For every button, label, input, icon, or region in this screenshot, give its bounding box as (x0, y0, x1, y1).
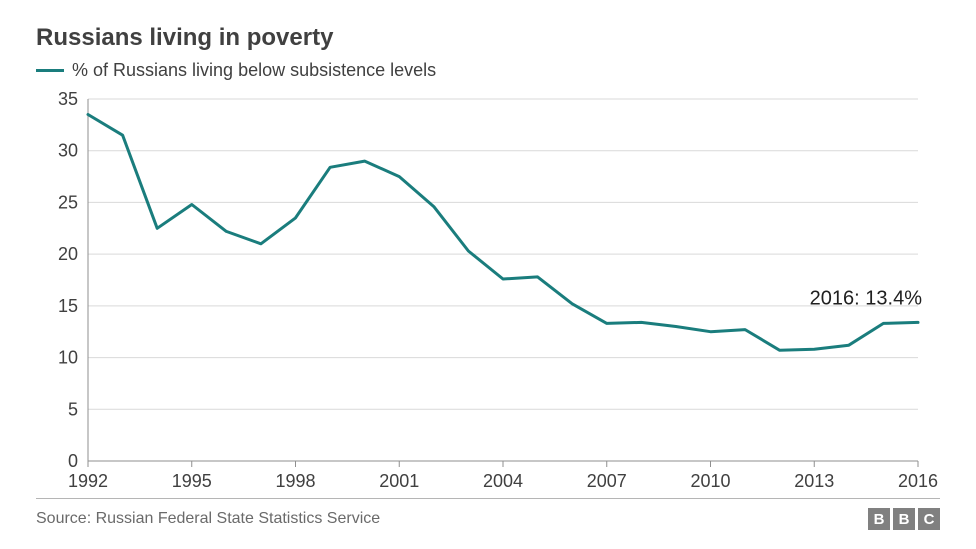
legend: % of Russians living below subsistence l… (36, 60, 940, 81)
svg-text:2016: 13.4%: 2016: 13.4% (810, 287, 923, 309)
bbc-logo-letter: B (893, 508, 915, 530)
svg-text:1998: 1998 (275, 471, 315, 491)
svg-text:10: 10 (58, 348, 78, 368)
bbc-logo-letter: C (918, 508, 940, 530)
svg-text:15: 15 (58, 296, 78, 316)
chart-title: Russians living in poverty (36, 24, 940, 52)
svg-text:2001: 2001 (379, 471, 419, 491)
line-chart-svg: 0 5 10 15 20 25 30 35 1992 1995 1998 2001 2004 2007 20… (36, 89, 940, 509)
legend-label: % of Russians living below subsistence l… (72, 60, 436, 81)
svg-text:5: 5 (68, 399, 78, 419)
svg-text:30: 30 (58, 141, 78, 161)
source-text: Source: Russian Federal State Statistics… (36, 510, 380, 528)
svg-text:2007: 2007 (587, 471, 627, 491)
svg-text:35: 35 (58, 89, 78, 109)
svg-text:1992: 1992 (68, 471, 108, 491)
svg-text:1995: 1995 (172, 471, 212, 491)
bbc-logo: B B C (868, 508, 940, 530)
svg-text:25: 25 (58, 192, 78, 212)
svg-text:2004: 2004 (483, 471, 523, 491)
chart-container: Russians living in poverty % of Russians… (0, 0, 976, 549)
footer-rule (36, 498, 940, 499)
svg-text:20: 20 (58, 244, 78, 264)
bbc-logo-letter: B (868, 508, 890, 530)
svg-text:2016: 2016 (898, 471, 938, 491)
svg-text:0: 0 (68, 451, 78, 471)
plot-area: 0 5 10 15 20 25 30 35 1992 1995 1998 2001 2004 2007 20… (36, 89, 940, 514)
svg-text:2010: 2010 (690, 471, 730, 491)
legend-swatch (36, 69, 64, 72)
svg-text:2013: 2013 (794, 471, 834, 491)
footer-row: Source: Russian Federal State Statistics… (36, 508, 940, 530)
